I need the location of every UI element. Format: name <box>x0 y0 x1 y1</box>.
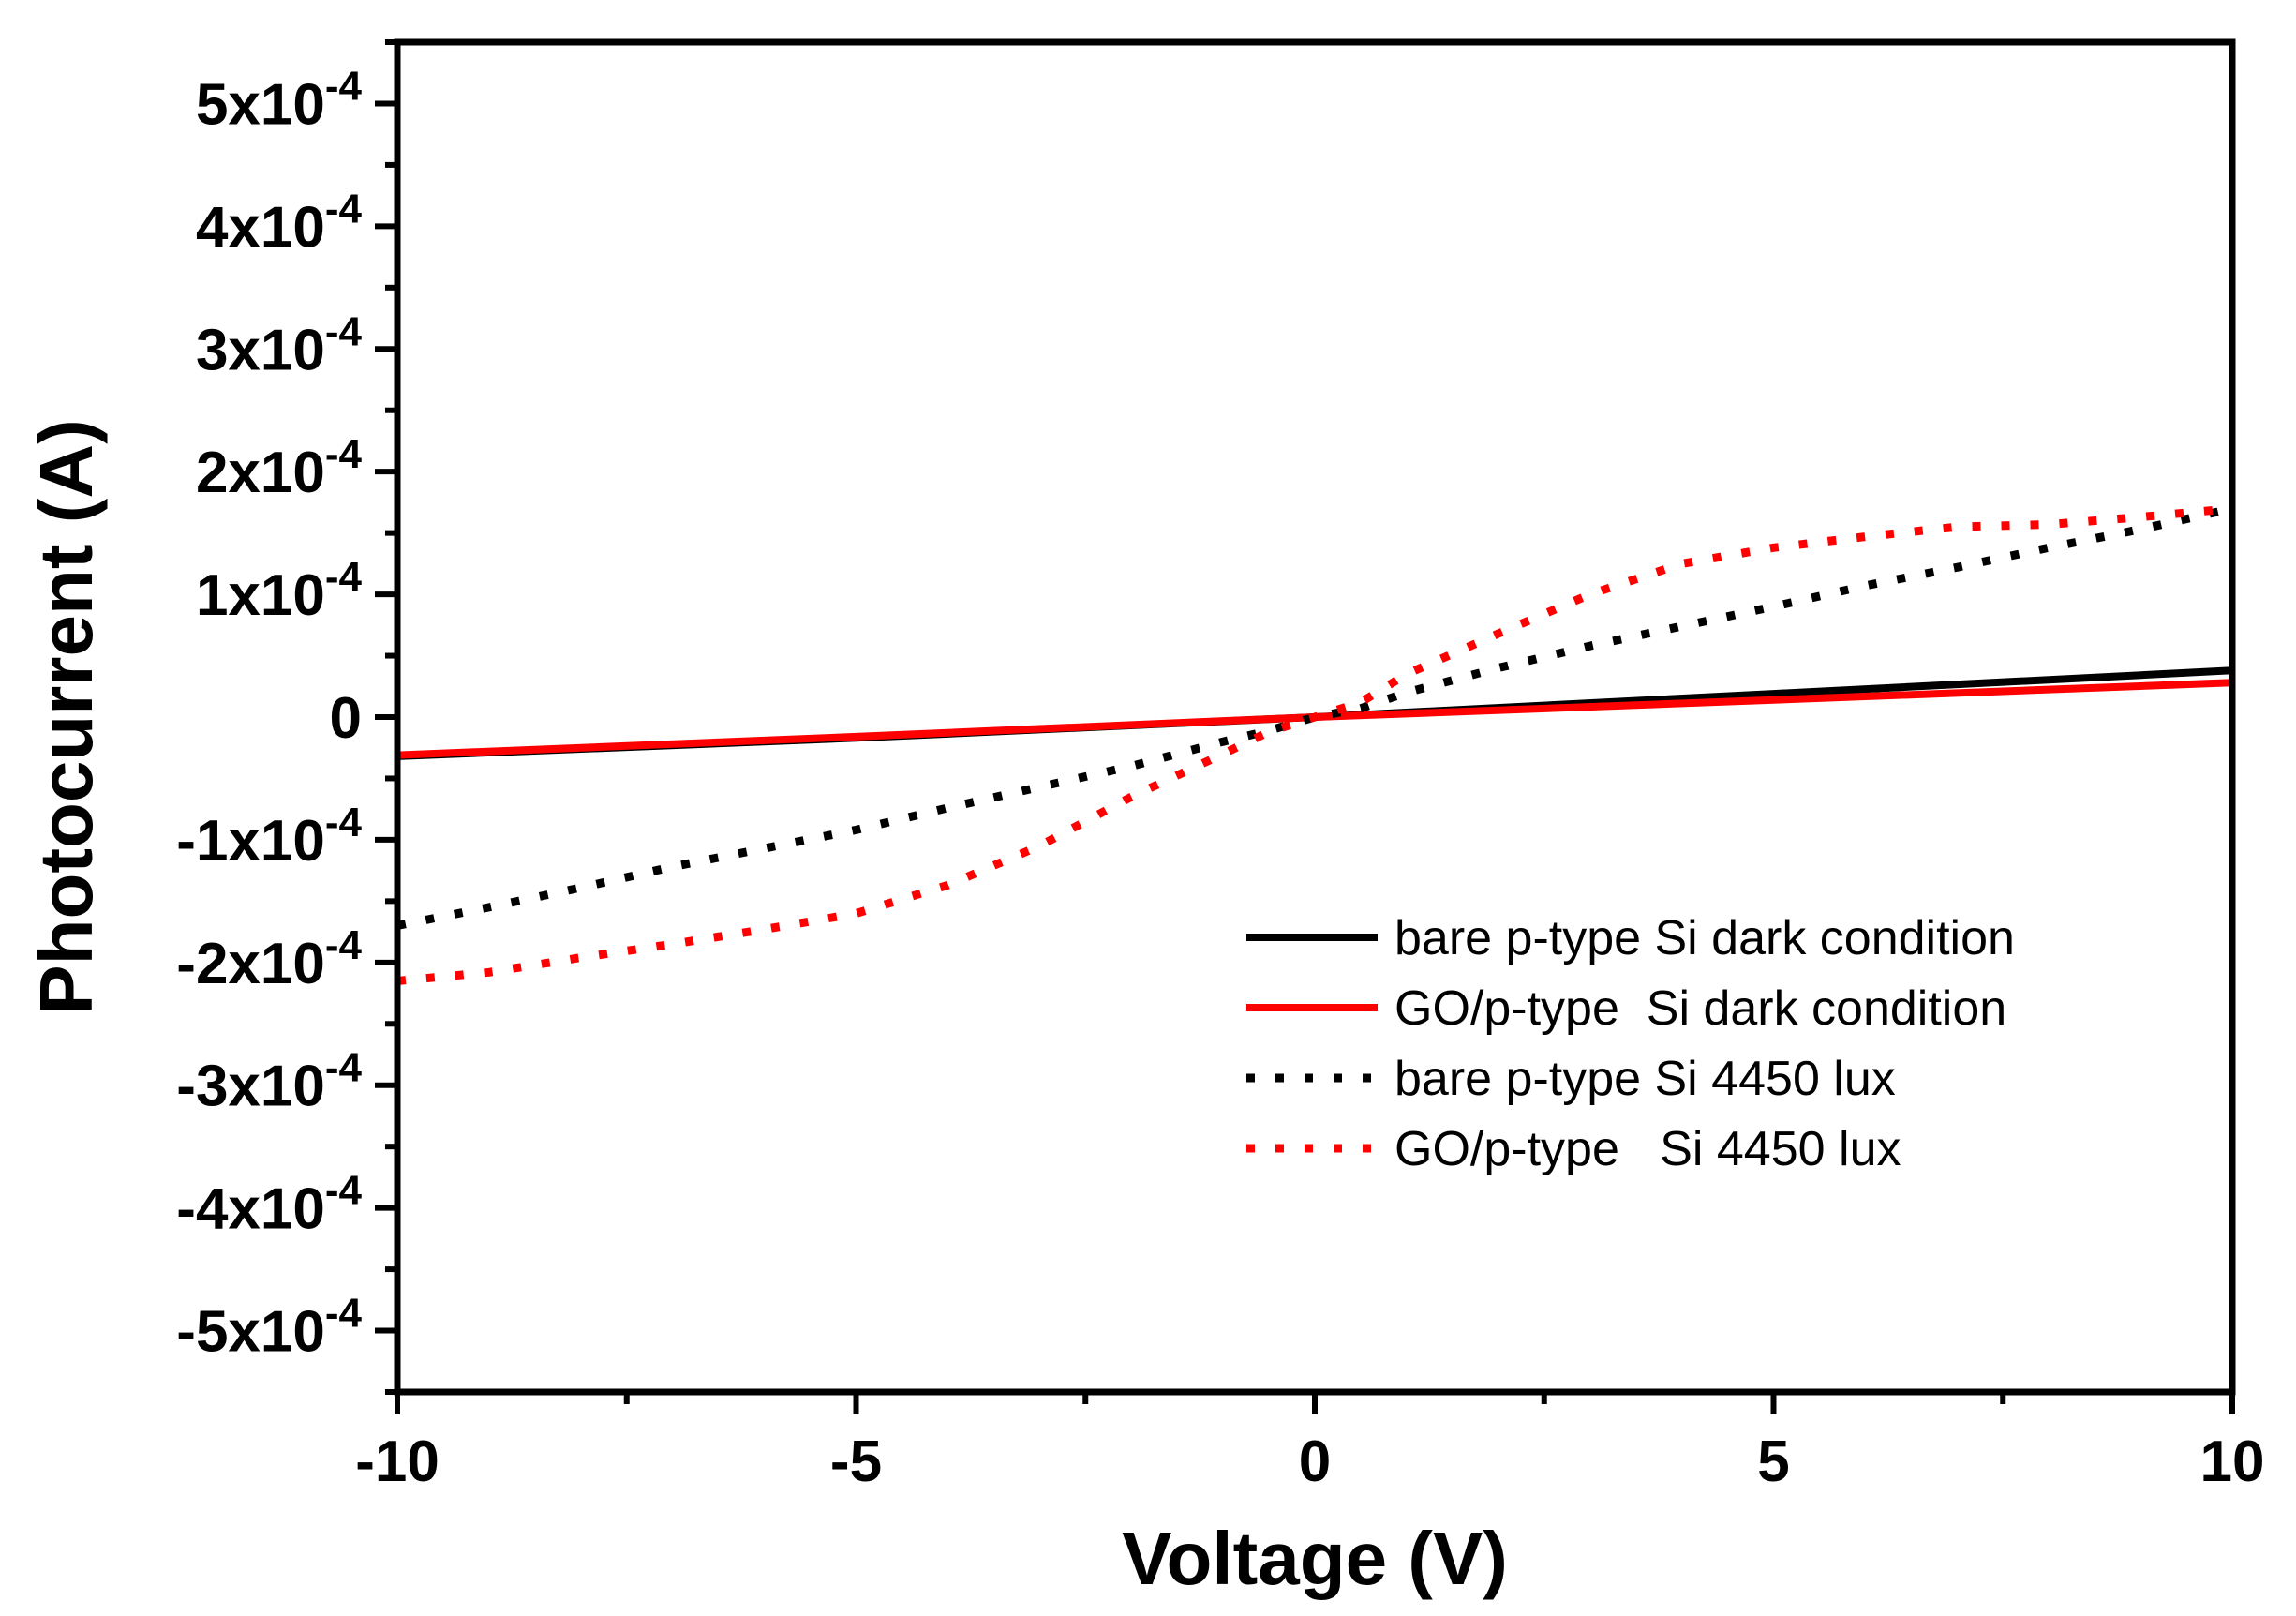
legend-label-4: GO/p-type Si 4450 lux <box>1394 1122 1901 1176</box>
y-tick-label: -4x10-4 <box>176 1168 362 1242</box>
y-tick-label: 4x10-4 <box>196 186 363 260</box>
y-axis-title: Photocurrent (A) <box>24 419 108 1015</box>
tick-labels-layer: 5x10-4 4x10-4 3x10-4 2x10-4 1x10-4 0 -1x10-4 -2… <box>176 63 2264 1494</box>
y-tick-label: -5x10-4 <box>176 1291 362 1365</box>
y-tick-label: 2x10-4 <box>196 431 363 505</box>
y-tick-label: 1x10-4 <box>196 554 363 628</box>
x-tick-label: -10 <box>355 1429 440 1494</box>
y-tick-label: -3x10-4 <box>176 1045 362 1119</box>
legend-label-3: bare p-type Si 4450 lux <box>1394 1052 1896 1106</box>
y-tick-label: 3x10-4 <box>196 308 363 382</box>
x-tick-label: 0 <box>1299 1429 1331 1494</box>
legend-label-1: bare p-type Si dark condition <box>1394 911 2015 965</box>
x-tick-label: 10 <box>2200 1429 2265 1494</box>
y-tick-label: 0 <box>330 686 362 751</box>
legend: bare p-type Si dark condition GO/p-type S… <box>1246 911 2015 1176</box>
x-tick-label: 5 <box>1757 1429 1789 1494</box>
series-layer <box>397 504 2232 985</box>
y-tick-label: 5x10-4 <box>196 63 363 137</box>
y-tick-label: -2x10-4 <box>176 922 362 996</box>
x-axis-title: Voltage (V) <box>1122 1517 1508 1600</box>
y-tick-label: -1x10-4 <box>176 800 362 874</box>
ticks-layer <box>375 39 2235 1414</box>
legend-label-2: GO/p-type Si dark condition <box>1394 981 2006 1036</box>
series-line-4 <box>397 504 2232 985</box>
x-tick-label: -5 <box>830 1429 882 1494</box>
